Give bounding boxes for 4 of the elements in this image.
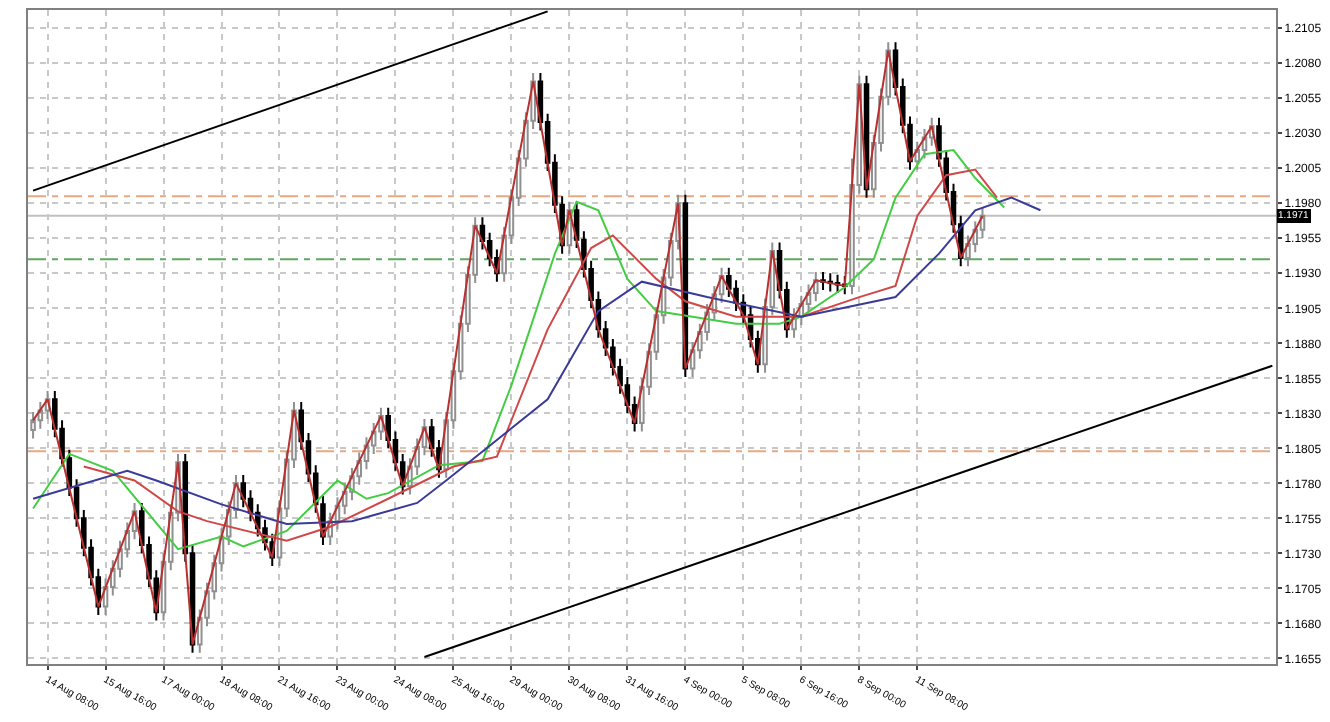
line-series <box>32 196 1042 525</box>
candlestick <box>820 270 826 292</box>
line-series <box>32 49 984 646</box>
candlestick <box>30 410 36 440</box>
